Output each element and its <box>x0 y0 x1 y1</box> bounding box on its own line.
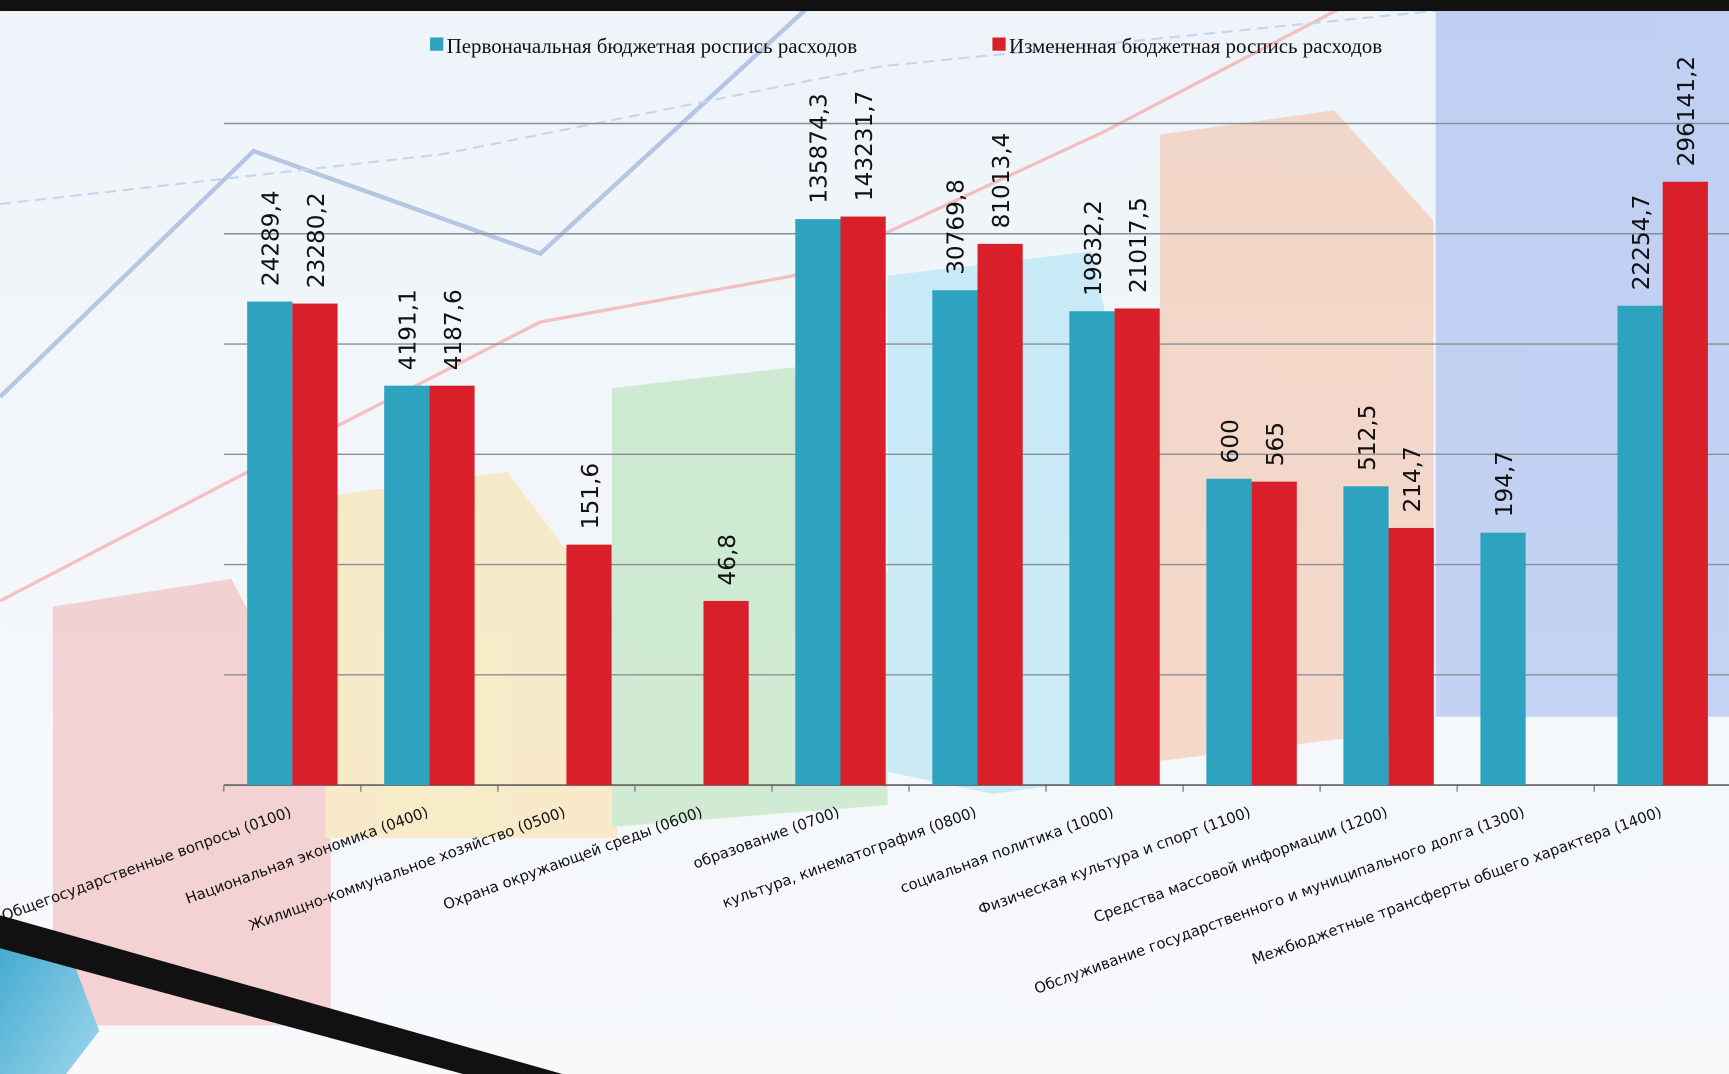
bar <box>932 290 978 786</box>
bar <box>1343 486 1389 786</box>
value-label: 296141,2 <box>1674 56 1700 166</box>
value-label: 22254,7 <box>1629 195 1655 291</box>
bar <box>384 385 430 786</box>
value-label: 81013,4 <box>989 133 1015 229</box>
bar <box>292 303 338 786</box>
bar <box>703 600 749 786</box>
bar <box>566 544 612 786</box>
value-label: 24289,4 <box>259 190 285 286</box>
value-label: 30769,8 <box>944 179 970 275</box>
bar <box>795 219 841 786</box>
value-label: 4191,1 <box>396 289 422 370</box>
value-label: 19832,2 <box>1081 200 1107 296</box>
value-label: 4187,6 <box>441 289 467 370</box>
value-label: 565 <box>1263 422 1289 466</box>
bar <box>1480 532 1526 786</box>
value-label: 21017,5 <box>1126 197 1152 293</box>
legend-swatch <box>992 37 1006 51</box>
bar <box>429 385 475 786</box>
value-label: 600 <box>1218 419 1244 463</box>
bar <box>1251 481 1297 786</box>
value-label: 194,7 <box>1492 451 1518 517</box>
decoration-arrow <box>0 915 563 1074</box>
value-label: 46,8 <box>715 534 741 586</box>
value-label: 135874,3 <box>807 93 833 203</box>
value-label: 512,5 <box>1355 405 1381 471</box>
value-label: 214,7 <box>1400 446 1426 512</box>
bar <box>1114 308 1160 786</box>
value-label: 151,6 <box>578 463 604 529</box>
bar <box>1206 478 1252 786</box>
legend-swatch <box>430 37 444 51</box>
bar <box>1069 311 1115 786</box>
legend-label: Первоначальная бюджетная роспись расходо… <box>447 34 858 58</box>
legend-label: Измененная бюджетная роспись расходов <box>1009 34 1382 58</box>
bar <box>1617 305 1663 786</box>
bar <box>1662 181 1708 786</box>
bar <box>977 243 1023 786</box>
bar <box>247 301 293 786</box>
value-label: 143231,7 <box>852 91 878 201</box>
top-bar <box>0 0 1729 12</box>
value-label: 23280,2 <box>304 192 330 288</box>
bar <box>840 216 886 786</box>
bar <box>1388 527 1434 786</box>
